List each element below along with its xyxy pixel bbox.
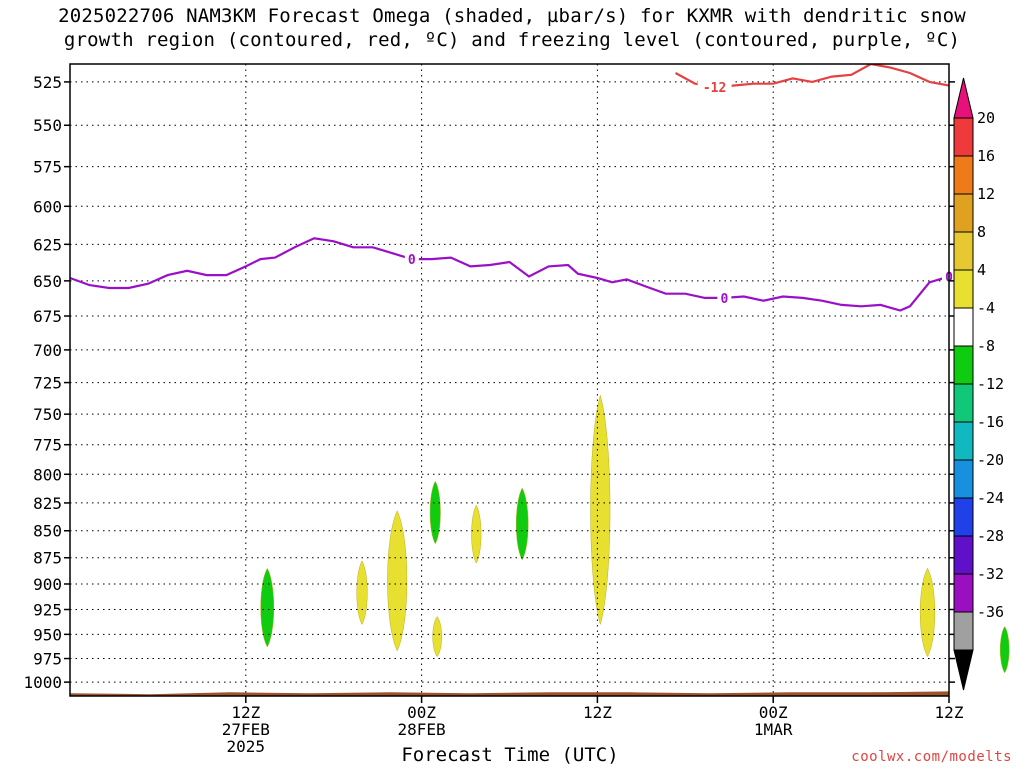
colorbar-swatch	[953, 573, 974, 613]
colorbar-swatch	[953, 611, 974, 651]
y-tick-label: 550	[33, 116, 62, 135]
freezing-level-contour-label: 0	[408, 253, 416, 268]
colorbar-label: -4	[977, 299, 995, 317]
colorbar-label: 4	[977, 261, 986, 279]
dgz-contour-label: -12	[703, 81, 726, 96]
colorbar: 20 16 12 8 4 -4 -8 -12 -16 -20 -24 -28 -32 -36	[953, 77, 1004, 691]
colorbar-swatch	[953, 193, 974, 233]
y-tick-label: 950	[33, 625, 62, 644]
omega-region	[471, 504, 482, 564]
colorbar-label: -16	[977, 413, 1004, 431]
omega-region	[387, 510, 408, 652]
plot-frame	[69, 63, 950, 697]
colorbar-swatch	[953, 383, 974, 423]
x-tick-label: 12Z	[583, 703, 612, 722]
colorbar-swatch	[953, 155, 974, 195]
colorbar-label: -24	[977, 489, 1004, 507]
x-tick-label: 2025	[227, 737, 266, 756]
colorbar-label: 20	[977, 109, 995, 127]
omega-region	[516, 487, 529, 561]
omega-region	[429, 480, 441, 545]
colorbar-label: -36	[977, 603, 1004, 621]
omega-region	[356, 560, 368, 626]
colorbar-label: 8	[977, 223, 986, 241]
colorbar-swatch	[953, 459, 974, 499]
freezing-level-contour-label-bg	[404, 252, 419, 267]
colorbar-label: -28	[977, 527, 1004, 545]
y-tick-label: 525	[33, 73, 62, 92]
y-tick-label: 925	[33, 601, 62, 620]
omega-region	[590, 394, 611, 626]
freezing-level-contour-label-bg	[717, 290, 732, 305]
chart-title: 2025022706 NAM3KM Forecast Omega (shaded…	[0, 4, 1024, 52]
colorbar-bottom-arrow	[953, 649, 974, 691]
y-tick-label: 575	[33, 158, 62, 177]
colorbar-swatch	[953, 535, 974, 575]
y-tick-label: 650	[33, 272, 62, 291]
colorbar-swatch	[953, 345, 974, 385]
colorbar-label: -32	[977, 565, 1004, 583]
credit-link[interactable]: coolwx.com/modelts	[851, 749, 1012, 765]
y-tick-label: 750	[33, 405, 62, 424]
omega-region	[919, 567, 936, 658]
freezing-level-contour-label: 0	[720, 292, 728, 307]
contour-layer: 000-12	[70, 64, 956, 312]
y-tick-label: 900	[33, 575, 62, 594]
freezing-level-contour-line	[70, 237, 949, 312]
y-tick-label: 825	[33, 494, 62, 513]
dgz-contour-label-bg	[697, 80, 732, 95]
colorbar-swatch	[953, 117, 974, 157]
y-tick-label: 975	[33, 650, 62, 669]
x-axis-label: Forecast Time (UTC)	[401, 744, 619, 766]
y-axis: 525 550 575 600 625 650 675 700 725 750 775 800 825 8…	[23, 73, 955, 692]
y-tick-label: 875	[33, 549, 62, 568]
y-tick-label: 850	[33, 522, 62, 541]
y-tick-label: 600	[33, 197, 62, 216]
terrain-layer	[70, 691, 949, 696]
terrain-band	[70, 691, 949, 696]
omega-region	[999, 626, 1010, 674]
y-tick-label: 775	[33, 436, 62, 455]
x-tick-label: 12Z	[231, 703, 260, 722]
colorbar-swatch	[953, 307, 974, 347]
colorbar-swatch	[953, 421, 974, 461]
omega-region	[432, 616, 442, 658]
x-tick-label: 12Z	[935, 703, 964, 722]
omega-region	[260, 567, 275, 648]
colorbar-label: -20	[977, 451, 1004, 469]
y-tick-label: 625	[33, 235, 62, 254]
title-line-2: growth region (contoured, red, ºC) and f…	[63, 29, 961, 51]
x-tick-label: 27FEB	[222, 720, 270, 739]
y-tick-label: 1000	[23, 673, 62, 692]
colorbar-top-arrow	[953, 77, 974, 119]
colorbar-swatch	[953, 497, 974, 537]
colorbar-swatch	[953, 231, 974, 271]
x-tick-label: 00Z	[759, 703, 788, 722]
colorbar-label: 16	[977, 147, 995, 165]
title-line-1: 2025022706 NAM3KM Forecast Omega (shaded…	[58, 5, 966, 27]
colorbar-label: 12	[977, 185, 995, 203]
colorbar-label: -8	[977, 337, 995, 355]
x-tick-label: 1MAR	[754, 720, 793, 739]
omega-shading-layer	[260, 394, 1010, 674]
y-tick-label: 725	[33, 374, 62, 393]
x-tick-label: 28FEB	[398, 720, 446, 739]
colorbar-label: -12	[977, 375, 1004, 393]
y-tick-label: 800	[33, 465, 62, 484]
y-tick-label: 700	[33, 341, 62, 360]
grid-layer	[70, 64, 950, 696]
colorbar-swatch	[953, 269, 974, 309]
y-tick-label: 675	[33, 307, 62, 326]
x-tick-label: 00Z	[407, 703, 436, 722]
